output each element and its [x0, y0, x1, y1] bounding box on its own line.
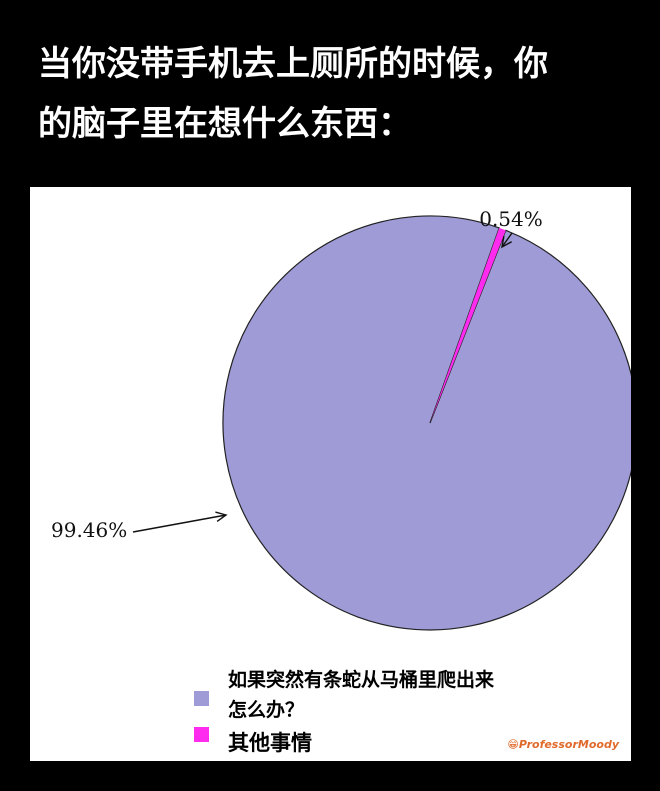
legend-label-1: 如果突然有条蛇从马桶里爬出来 怎么办？ — [228, 665, 494, 725]
watermark: 😁ProfessorMoody — [507, 738, 619, 751]
data-label-large-arrow-head — [215, 511, 228, 523]
data-label-small-arrow-head — [501, 236, 512, 249]
data-label-small-text: 0.54% — [479, 207, 543, 231]
data-label-large-text: 99.46% — [51, 518, 127, 542]
legend-label-1-line-1: 如果突然有条蛇从马桶里爬出来 — [228, 669, 495, 691]
chart-panel: 0.54% 99.46% 如果突然有条蛇从马桶里爬出来 怎么办？ 其他事情 😁Pr… — [30, 187, 631, 761]
title-line-1: 当你没带手机去上厕所的时候，你 — [38, 44, 548, 84]
pie-chart: 0.54% 99.46% — [51, 207, 631, 631]
page-title: 当你没带手机去上厕所的时候，你 的脑子里在想什么东西： — [38, 34, 628, 154]
legend-swatch-1 — [194, 691, 209, 706]
watermark-text: ProfessorMoody — [518, 738, 619, 751]
legend-swatch-2 — [194, 727, 209, 742]
pie-slice-2 — [430, 227, 506, 423]
data-label-large-arrow-line — [132, 514, 227, 533]
legend-label-2: 其他事情 — [228, 731, 312, 755]
watermark-icon: 😁 — [507, 738, 519, 751]
title-line-2: 的脑子里在想什么东西： — [38, 104, 412, 144]
legend-label-1-line-2: 怎么办？ — [228, 699, 305, 721]
data-label-small-arrow-line — [501, 232, 513, 248]
pie-slice-1 — [222, 215, 631, 631]
